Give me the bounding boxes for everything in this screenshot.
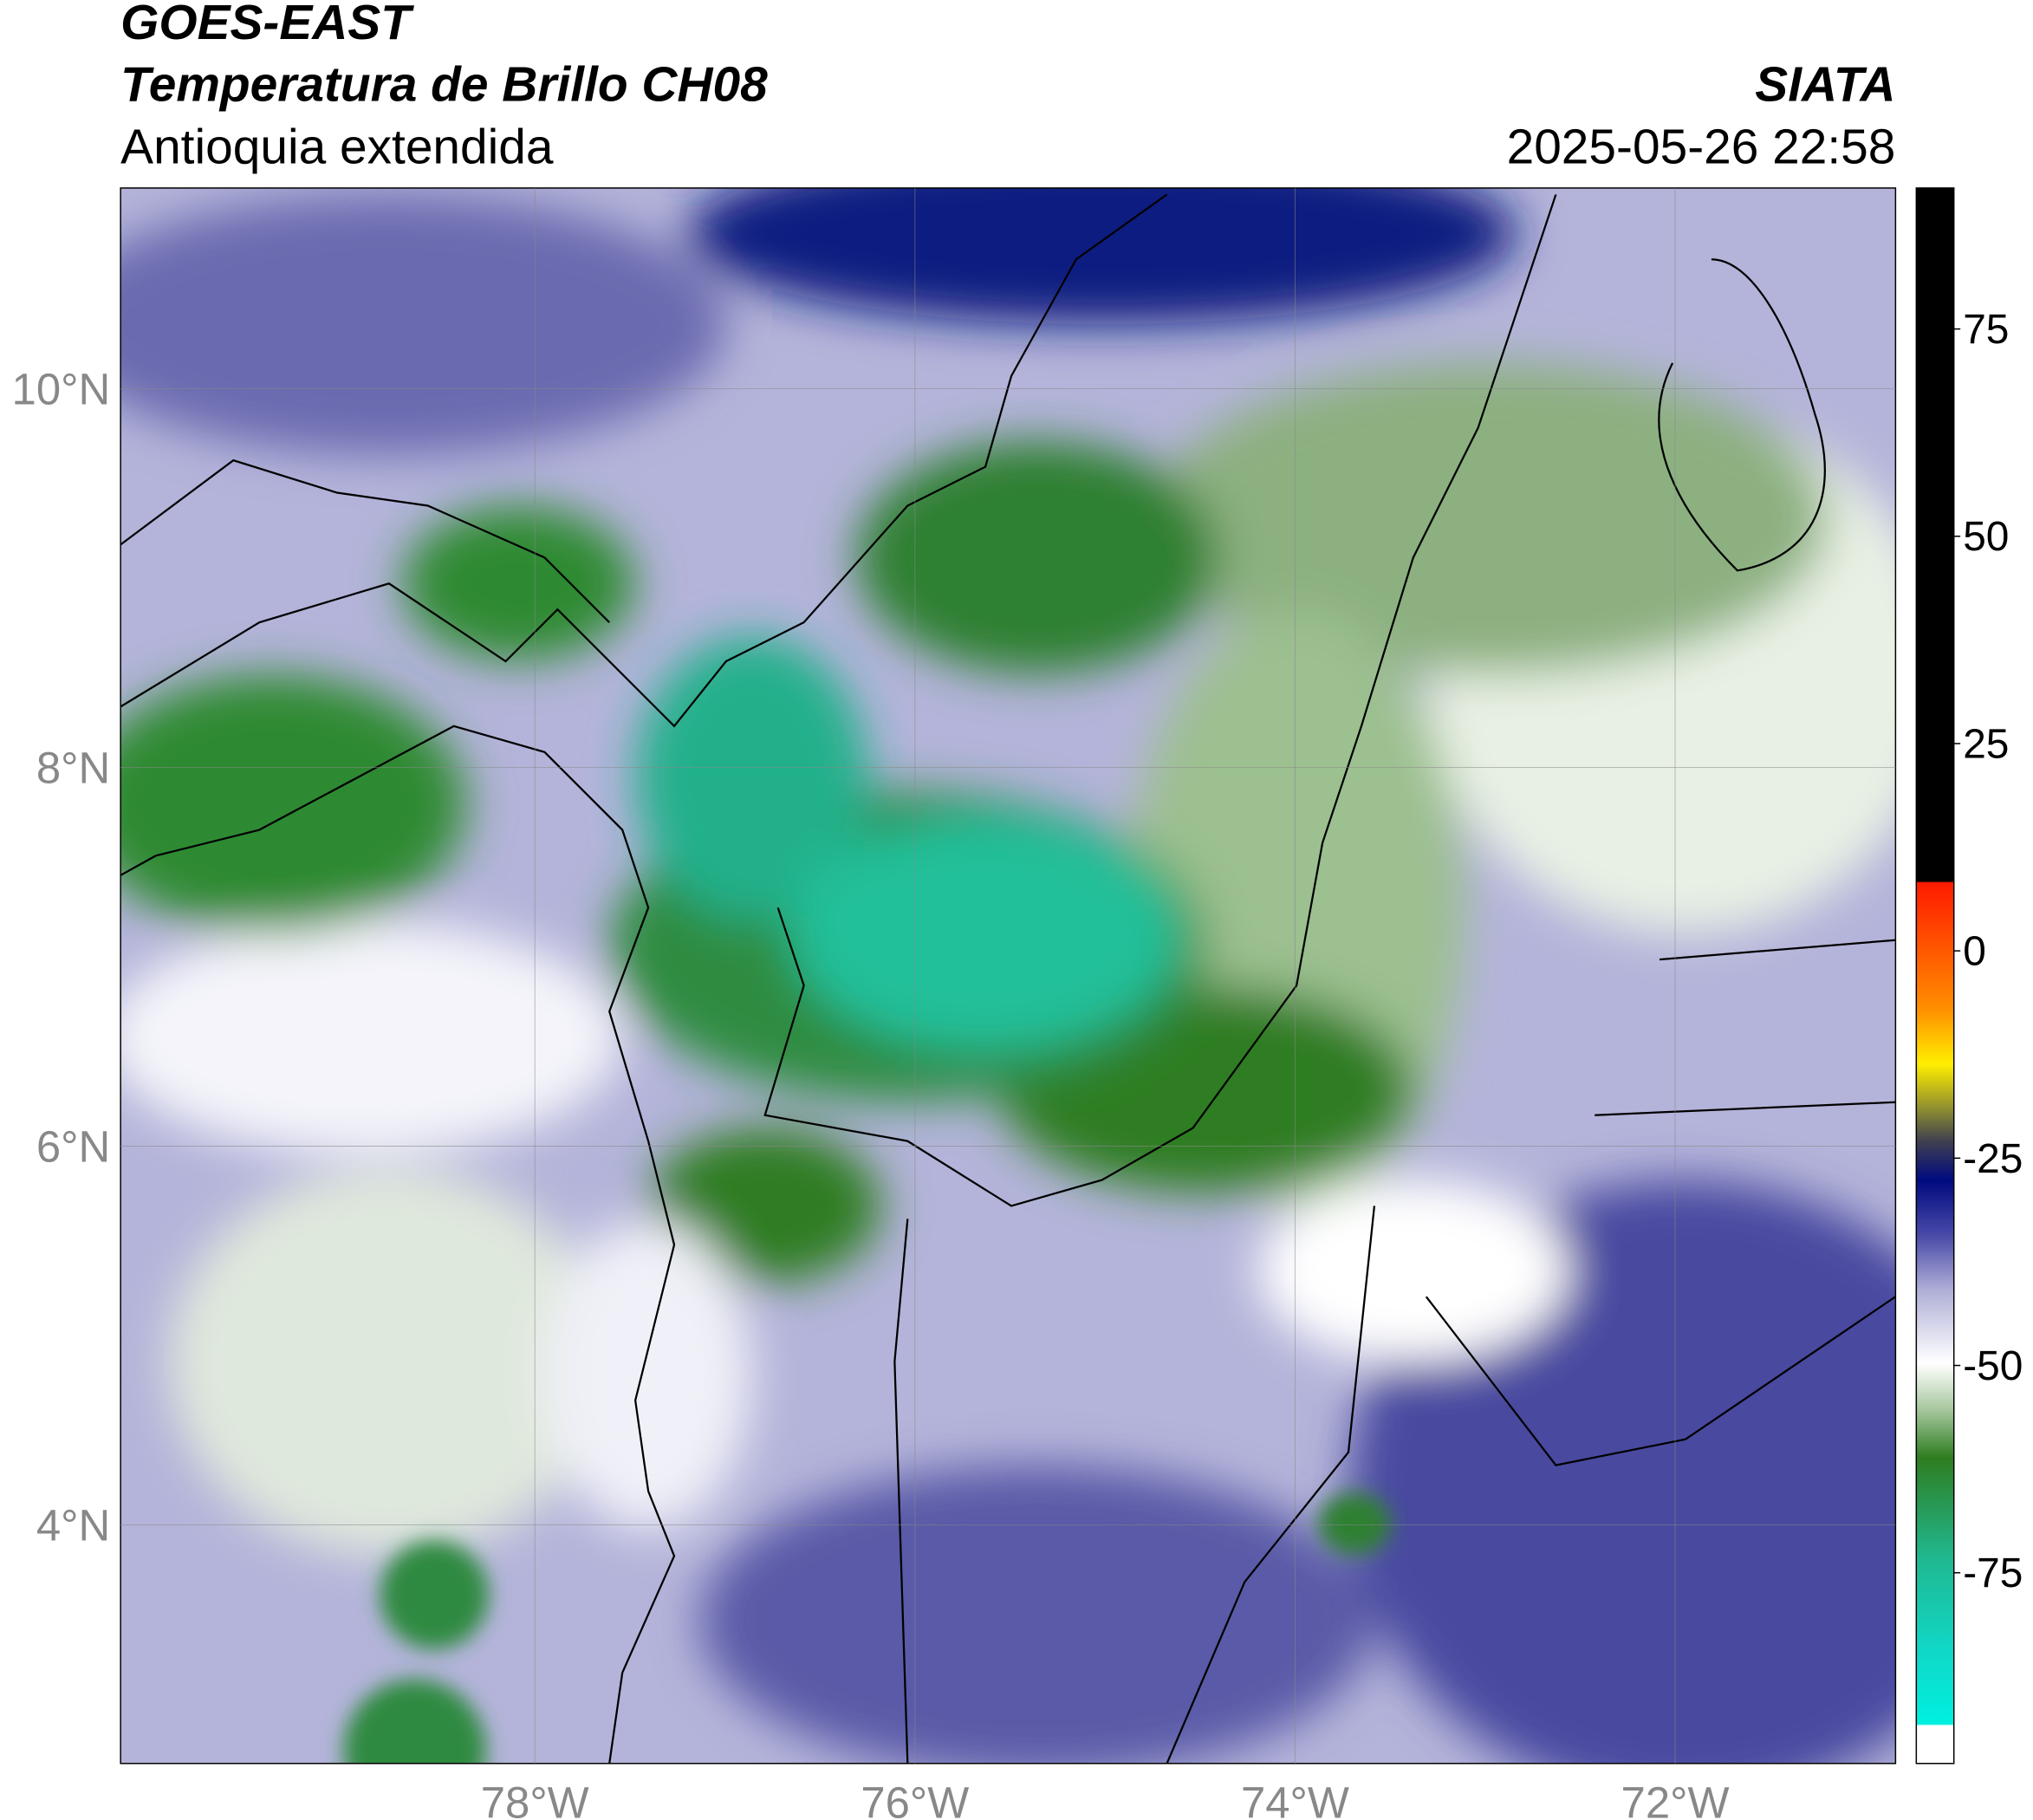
x-tick-label: 76°W xyxy=(861,1778,969,1820)
colorbar-tick-label: 25 xyxy=(1963,721,2009,767)
agency: SIATA xyxy=(1755,58,1895,113)
y-tick-label: 10°N xyxy=(12,364,111,413)
y-tick-label: 4°N xyxy=(36,1500,110,1550)
y-tick-label: 8°N xyxy=(36,743,110,792)
title: GOES-EAST xyxy=(120,0,414,50)
y-tick-label: 6°N xyxy=(36,1121,110,1171)
colorbar-tick-label: -50 xyxy=(1963,1343,2023,1389)
colorbar-tick-label: 75 xyxy=(1963,307,2009,353)
colorbar-tick-label: 0 xyxy=(1963,929,1986,975)
satellite-field xyxy=(120,187,1896,1764)
region: Antioquia extendida xyxy=(120,120,554,175)
x-tick-label: 74°W xyxy=(1241,1778,1349,1820)
datetime: 2025-05-26 22:58 xyxy=(1507,120,1896,175)
subtitle: Temperatura de Brillo CH08 xyxy=(120,58,768,113)
x-tick-label: 78°W xyxy=(481,1778,589,1820)
colorbar-tick-label: 50 xyxy=(1963,514,2009,560)
axes-layer: 4°N 6°N 8°N 10°N 78°W 76°W 74°W 72°W -75 -50 -25 0 2… xyxy=(12,187,2023,1820)
colorbar-tick-label: -25 xyxy=(1963,1136,2023,1182)
colorbar-tick-label: -75 xyxy=(1963,1550,2023,1596)
colorbar xyxy=(1915,187,1955,1765)
x-tick-label: 72°W xyxy=(1621,1778,1730,1820)
map-frame xyxy=(120,187,1897,1765)
